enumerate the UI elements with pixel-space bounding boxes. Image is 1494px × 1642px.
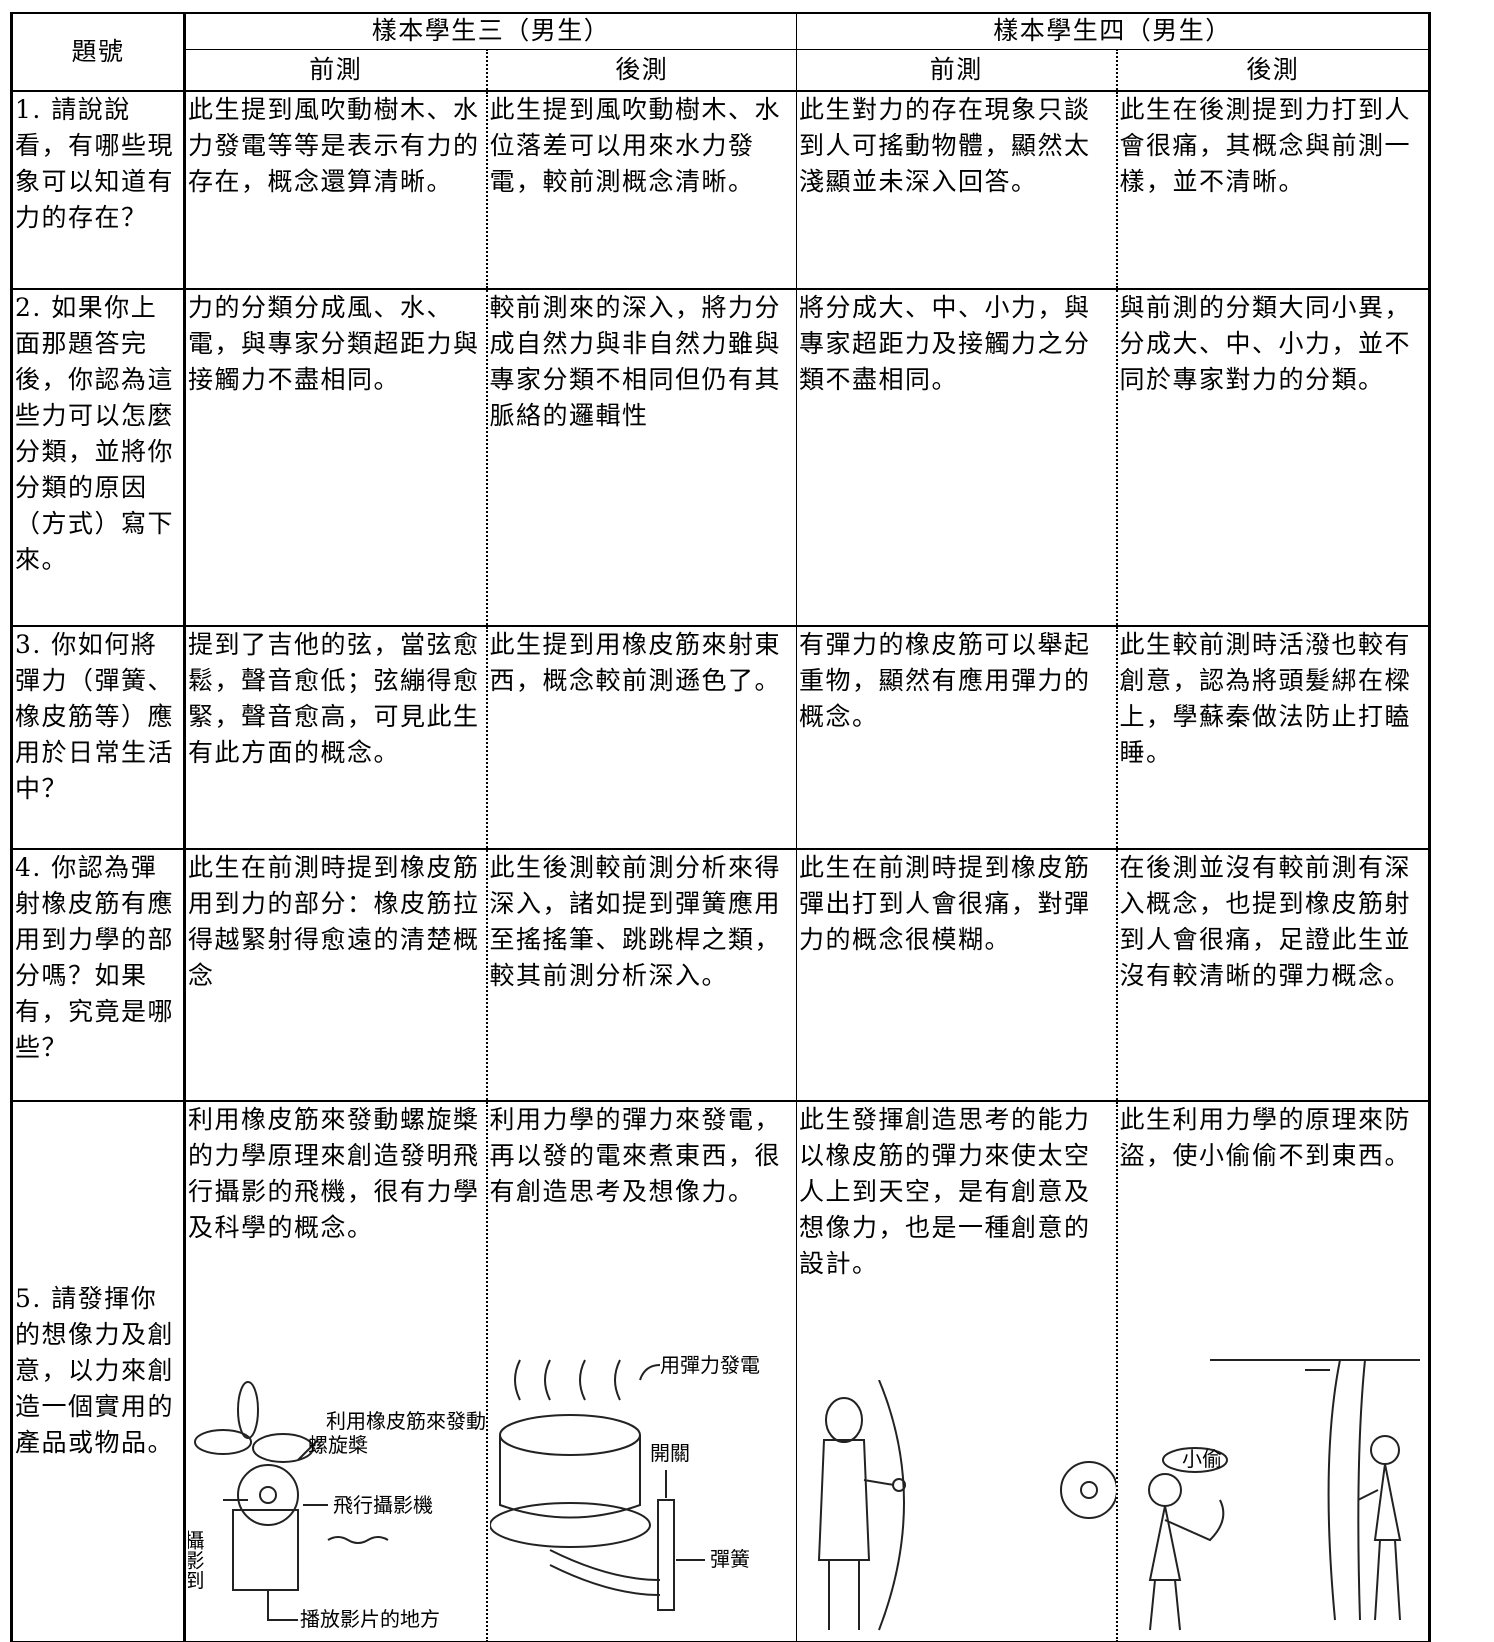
sketch-label: 小偷 bbox=[1182, 1447, 1222, 1471]
cell-text: 將分成大、中、小力，與專家超距力及接觸力之分類不盡相同。 bbox=[799, 293, 1091, 394]
cell-text: 此生對力的存在現象只談到人可搖動物體，顯然太淺顯並未深入回答。 bbox=[799, 93, 1114, 288]
cell-text: 利用橡皮筋來發動螺旋槳的力學原理來創造發明飛行攝影的飛機，很有力學及科學的概念。 bbox=[188, 1105, 480, 1242]
cell: 較前測來的深入，將力分成自然力與非自然力雖與專家分類不相同但仍有其脈絡的邏輯性 bbox=[486, 288, 797, 627]
cell-text: 此生提到用橡皮筋來射東西，概念較前測遜色了。 bbox=[489, 630, 782, 695]
cell-text: 此生在後測提到力打到人會很痛，其概念與前測一樣，並不清晰。 bbox=[1119, 95, 1412, 196]
cell-text: 有彈力的橡皮筋可以舉起重物，顯然有應用彈力的概念。 bbox=[799, 628, 1114, 848]
cell-text: 此生在前測時提到橡皮筋用到力的部分：橡皮筋拉得越緊射得愈遠的清楚概念 bbox=[188, 853, 480, 990]
student-name: 樣本學生四（男生） bbox=[796, 12, 1431, 50]
cell: 有彈力的橡皮筋可以舉起重物，顯然有應用彈力的概念。 bbox=[796, 625, 1118, 850]
student-name: 樣本學生三（男生） bbox=[184, 12, 797, 50]
cell: 此生提到風吹動樹木、水位落差可以用來水力發電，較前測概念清晰。 bbox=[486, 90, 797, 290]
cell-text: 利用力學的彈力來發電，再以發的電來煮東西，很有創造思考及想像力。 用彈力發電 開… bbox=[489, 1103, 795, 1640]
cell-text: 此生後測較前測分析來得深入，諸如提到彈簧應用至搖搖筆、跳跳桿之類，較其前測分析深… bbox=[489, 853, 782, 990]
sketch-generator: 用彈力發電 開關 彈簧 bbox=[489, 1353, 760, 1611]
cell-text: 此生後測較前測分析來得深入，諸如提到彈簧應用至搖搖筆、跳跳桿之類，較其前測分析深… bbox=[489, 851, 795, 1100]
sketch-label: 播放影片的地方 bbox=[300, 1607, 440, 1631]
cell-text: 此生發揮創造思考的能力以橡皮筋的彈力來使太空人上到天空，是有創意及想像力，也是一… bbox=[799, 1103, 1115, 1640]
question: 2. 如果你上面那題答完後，你認為這些力可以怎麼分類，並將你分類的原因（方式）寫… bbox=[10, 288, 186, 627]
cell-text: 此生較前測時活潑也較有創意，認為將頭髮綁在樑上，學蘇秦做法防止打瞌睡。 bbox=[1119, 630, 1412, 767]
sketch-label: 開關 bbox=[650, 1441, 690, 1465]
cell: 此生較前測時活潑也較有創意，認為將頭髮綁在樑上，學蘇秦做法防止打瞌睡。 bbox=[1116, 625, 1431, 850]
table-row: 3. 你如何將彈力（彈簧、橡皮筋等）應用於日常生活中？ 提到了吉他的弦，當弦愈鬆，… bbox=[10, 625, 1431, 850]
post-test-header: 後測 bbox=[1116, 48, 1431, 92]
cell-text: 利用橡皮筋來發動螺旋槳的力學原理來創造發明飛行攝影的飛機，很有力學及科學的概念。… bbox=[188, 1103, 486, 1640]
cell-text: 此生在前測時提到橡皮筋彈出打到人會很痛，對彈力的概念很模糊。 bbox=[799, 853, 1091, 954]
cell: 利用力學的彈力來發電，再以發的電來煮東西，很有創造思考及想像力。 用彈力發電 開… bbox=[486, 1100, 797, 1642]
cell: 在後測並沒有較前測有深入概念，也提到橡皮筋射到人會很痛，足證此生並沒有較清晰的彈… bbox=[1116, 848, 1431, 1102]
cell: 與前測的分類大同小異，分成大、中、小力，並不同於專家對力的分類。 bbox=[1116, 288, 1431, 627]
cell-text: 與前測的分類大同小異，分成大、中、小力，並不同於專家對力的分類。 bbox=[1119, 293, 1412, 394]
cell: 此生對力的存在現象只談到人可搖動物體，顯然太淺顯並未深入回答。 bbox=[796, 90, 1118, 290]
cell-text: 此生對力的存在現象只談到人可搖動物體，顯然太淺顯並未深入回答。 bbox=[799, 95, 1091, 196]
table-row: 4. 你認為彈射橡皮筋有應用到力學的部分嗎？如果有，究竟是哪些？ 此生在前測時提到… bbox=[10, 848, 1431, 1102]
pre-test-header: 前測 bbox=[796, 48, 1118, 92]
cell: 此生在前測時提到橡皮筋用到力的部分：橡皮筋拉得越緊射得愈遠的清楚概念 bbox=[184, 848, 488, 1102]
cell-text: 提到了吉他的弦，當弦愈鬆，聲音愈低；弦繃得愈緊，聲音愈高，可見此生有此方面的概念… bbox=[188, 630, 480, 767]
question: 3. 你如何將彈力（彈簧、橡皮筋等）應用於日常生活中？ bbox=[10, 625, 186, 850]
sketch-label: 彈簧 bbox=[710, 1547, 750, 1571]
cell-text: 此生發揮創造思考的能力以橡皮筋的彈力來使太空人上到天空，是有創意及想像力，也是一… bbox=[799, 1105, 1091, 1278]
cell: 此生提到用橡皮筋來射東西，概念較前測遜色了。 bbox=[486, 625, 797, 850]
cell-text: 在後測並沒有較前測有深入概念，也提到橡皮筋射到人會很痛，足證此生並沒有較清晰的彈… bbox=[1119, 853, 1412, 990]
cell: 此生在前測時提到橡皮筋彈出打到人會很痛，對彈力的概念很模糊。 bbox=[796, 848, 1118, 1102]
question: 5. 請發揮你的想像力及創意，以力來創造一個實用的產品或物品。 bbox=[10, 1100, 186, 1642]
cell: 此生提到風吹動樹木、水力發電等等是表示有力的存在，概念還算清晰。 bbox=[184, 90, 488, 290]
cell-text: 力的分類分成風、水、電，與專家分類超距力與接觸力不盡相同。 bbox=[188, 291, 484, 625]
question: 4. 你認為彈射橡皮筋有應用到力學的部分嗎？如果有，究竟是哪些？ bbox=[10, 848, 186, 1102]
cell: 將分成大、中、小力，與專家超距力及接觸力之分類不盡相同。 bbox=[796, 288, 1118, 627]
cell-text: 此生提到風吹動樹木、水力發電等等是表示有力的存在，概念還算清晰。 bbox=[188, 93, 484, 288]
pre-test-header: 前測 bbox=[184, 48, 488, 92]
sketch-label: 攝影到 bbox=[188, 1530, 205, 1590]
question: 1. 請說說看，有哪些現象可以知道有力的存在？ bbox=[10, 90, 186, 290]
cell-text: 此生提到風吹動樹木、水力發電等等是表示有力的存在，概念還算清晰。 bbox=[188, 95, 480, 196]
cell-text: 有彈力的橡皮筋可以舉起重物，顯然有應用彈力的概念。 bbox=[799, 630, 1091, 731]
cell: 此生在後測提到力打到人會很痛，其概念與前測一樣，並不清晰。 bbox=[1116, 90, 1431, 290]
cell-text: 此生提到風吹動樹木、水位落差可以用來水力發電，較前測概念清晰。 bbox=[489, 93, 795, 288]
cell-text: 此生在前測時提到橡皮筋彈出打到人會很痛，對彈力的概念很模糊。 bbox=[799, 851, 1114, 1100]
cell-text: 此生提到用橡皮筋來射東西，概念較前測遜色了。 bbox=[489, 628, 795, 848]
cell-text: 此生利用力學的原理來防盜，使小偷偷不到東西。 小偷 bbox=[1119, 1103, 1427, 1640]
cell-text: 利用力學的彈力來發電，再以發的電來煮東西，很有創造思考及想像力。 bbox=[489, 1105, 782, 1206]
cell-text: 此生在前測時提到橡皮筋用到力的部分：橡皮筋拉得越緊射得愈遠的清楚概念 bbox=[188, 851, 484, 1100]
cell-text: 此生利用力學的原理來防盜，使小偷偷不到東西。 bbox=[1119, 1105, 1412, 1170]
cell-text: 此生在後測提到力打到人會很痛，其概念與前測一樣，並不清晰。 bbox=[1119, 93, 1427, 288]
table-body: 1. 請說說看，有哪些現象可以知道有力的存在？ 此生提到風吹動樹木、水力發電等等是… bbox=[10, 90, 1431, 1642]
cell-text: 較前測來的深入，將力分成自然力與非自然力雖與專家分類不相同但仍有其脈絡的邏輯性 bbox=[489, 291, 795, 625]
cell-text: 此生較前測時活潑也較有創意，認為將頭髮綁在樑上，學蘇秦做法防止打瞌睡。 bbox=[1119, 628, 1427, 848]
sketch-label: 利用橡皮筋來發動 bbox=[326, 1409, 486, 1433]
cell: 提到了吉他的弦，當弦愈鬆，聲音愈低；弦繃得愈緊，聲音愈高，可見此生有此方面的概念… bbox=[184, 625, 488, 850]
cell-text: 在後測並沒有較前測有深入概念，也提到橡皮筋射到人會很痛，足證此生並沒有較清晰的彈… bbox=[1119, 851, 1427, 1100]
cell: 此生發揮創造思考的能力以橡皮筋的彈力來使太空人上到天空，是有創意及想像力，也是一… bbox=[796, 1100, 1118, 1642]
table-row: 5. 請發揮你的想像力及創意，以力來創造一個實用的產品或物品。 利用橡皮筋來發動螺… bbox=[10, 1100, 1431, 1642]
cell: 此生利用力學的原理來防盜，使小偷偷不到東西。 小偷 bbox=[1116, 1100, 1431, 1642]
sketch-label: 飛行攝影機 bbox=[333, 1493, 433, 1517]
table-row: 2. 如果你上面那題答完後，你認為這些力可以怎麼分類，並將你分類的原因（方式）寫… bbox=[10, 288, 1431, 627]
post-test-header: 後測 bbox=[486, 48, 797, 92]
cell: 力的分類分成風、水、電，與專家分類超距力與接觸力不盡相同。 bbox=[184, 288, 488, 627]
cell: 利用橡皮筋來發動螺旋槳的力學原理來創造發明飛行攝影的飛機，很有力學及科學的概念。… bbox=[184, 1100, 488, 1642]
cell: 此生後測較前測分析來得深入，諸如提到彈簧應用至搖搖筆、跳跳桿之類，較其前測分析深… bbox=[486, 848, 797, 1102]
cell-text: 將分成大、中、小力，與專家超距力及接觸力之分類不盡相同。 bbox=[799, 291, 1114, 625]
sketch-label: 用彈力發電 bbox=[660, 1353, 760, 1377]
cell-text: 提到了吉他的弦，當弦愈鬆，聲音愈低；弦繃得愈緊，聲音愈高，可見此生有此方面的概念… bbox=[188, 628, 484, 848]
cell-text: 與前測的分類大同小異，分成大、中、小力，並不同於專家對力的分類。 bbox=[1119, 291, 1427, 625]
header-question: 題號 bbox=[10, 12, 186, 92]
cell-text: 較前測來的深入，將力分成自然力與非自然力雖與專家分類不相同但仍有其脈絡的邏輯性 bbox=[489, 293, 782, 430]
comparison-table: 題號 樣本學生三（男生） 樣本學生四（男生） 前測 後測 前測 後測 1. 請說… bbox=[10, 12, 1431, 1642]
sketch-anti-theft: 小偷 bbox=[1147, 1359, 1420, 1631]
sketch-camera-plane: 利用橡皮筋來發動 螺旋槳 飛行攝影機 攝影到 播放影片的地方 bbox=[188, 1381, 486, 1631]
sketch-astronaut bbox=[817, 1380, 1115, 1631]
sketch-label: 螺旋槳 bbox=[308, 1433, 368, 1457]
table-row: 1. 請說說看，有哪些現象可以知道有力的存在？ 此生提到風吹動樹木、水力發電等等是… bbox=[10, 90, 1431, 290]
cell-text: 此生提到風吹動樹木、水位落差可以用來水力發電，較前測概念清晰。 bbox=[489, 95, 782, 196]
cell-text: 力的分類分成風、水、電，與專家分類超距力與接觸力不盡相同。 bbox=[188, 293, 480, 394]
